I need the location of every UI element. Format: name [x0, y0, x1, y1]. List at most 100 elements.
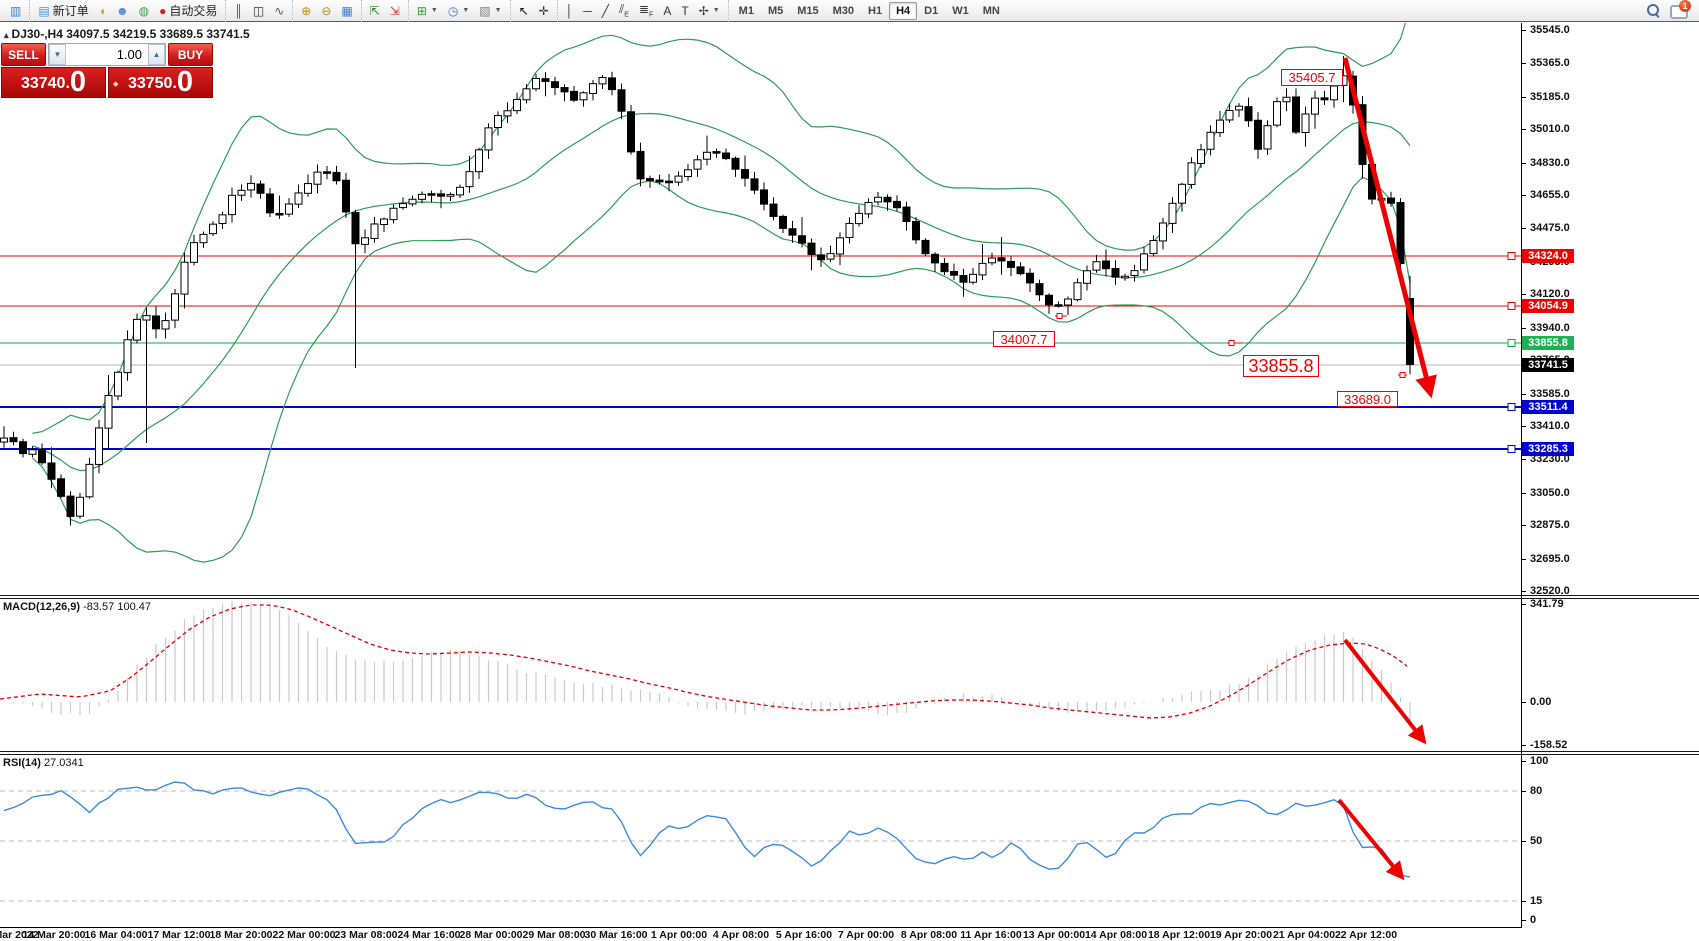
axis-tick [1521, 559, 1526, 560]
chat-icon[interactable]: 1 [1670, 0, 1691, 19]
axis-tick [1521, 745, 1526, 746]
new-order-button: ▤ [38, 3, 50, 18]
candlestick-chart-icon[interactable]: ◫ [248, 1, 269, 20]
megaphone-icon: ◖ [98, 3, 106, 18]
one-click-trade-panel: SELL ▼ ▲ BUY 33740.0 ◆ 33750.0 [1, 43, 213, 98]
time-tick-label: 14 Apr 08:00 [1084, 929, 1148, 941]
crosshair-icon[interactable]: ✛ [534, 1, 554, 20]
price-tick-label: 34655.0 [1530, 189, 1570, 201]
axis-tick [1521, 901, 1526, 902]
zoom-out-icon[interactable]: ⊖ [316, 1, 336, 20]
time-tick-label: 29 Mar 08:00 [522, 929, 586, 941]
axis-tick [1521, 920, 1526, 921]
caret-down-icon: ▼ [494, 7, 502, 14]
text-icon[interactable]: A [658, 1, 676, 20]
templates-icon[interactable]: ▧ ▼ [474, 1, 506, 20]
macd-label: MACD(12,26,9) -83.57 100.47 [3, 601, 152, 613]
volume-down-button[interactable]: ▼ [49, 44, 66, 65]
rsi-tick-label: 100 [1530, 755, 1549, 767]
rsi-tick-label: 50 [1530, 835, 1543, 847]
notification-badge: 1 [1679, 0, 1691, 12]
price-chart-pane[interactable] [0, 23, 1521, 595]
chart-shift-icon[interactable]: ⇲ [385, 1, 405, 20]
cursor-icon[interactable]: ↖ [514, 1, 534, 20]
price-annotation-33689.0[interactable]: 33689.0 [1337, 391, 1398, 407]
label-icon[interactable]: T [676, 1, 693, 20]
buy-button[interactable]: BUY [168, 43, 213, 66]
price-annotation-34007.7[interactable]: 34007.7 [993, 331, 1055, 347]
signals-icon[interactable]: ◍ [134, 1, 154, 20]
volume-stepper: ▼ ▲ [48, 43, 166, 66]
megaphone-icon[interactable]: ◖ [94, 1, 111, 20]
toolbar-group: ↖ ✛ [509, 0, 557, 22]
toolbar-group: ⊕ ⊖ ▦ [292, 0, 360, 22]
trendline-icon[interactable]: ╱ [597, 1, 614, 20]
channel-icon[interactable]: ⫽E [614, 1, 634, 20]
timeframe-m5[interactable]: M5 [767, 4, 784, 17]
ask-price[interactable]: ◆ 33750. 0 [108, 67, 213, 98]
line-chart-icon[interactable]: ∿ [269, 1, 289, 20]
price-annotation-35405.7[interactable]: 35405.7 [1281, 69, 1343, 86]
timeframe-h1[interactable]: H1 [868, 4, 883, 17]
horizontal-line-icon[interactable]: ─ [578, 1, 597, 20]
search-icon[interactable] [1647, 4, 1660, 17]
toolbar-group: ║ ◫ ∿ [225, 0, 292, 22]
collapse-triangle-icon[interactable]: ▴ [4, 30, 9, 40]
periods-icon: ◷ [447, 3, 459, 18]
macd-tick-label: 0.00 [1530, 696, 1552, 708]
macd-pane[interactable] [0, 599, 1521, 751]
indicators-icon[interactable]: ⊞ ▼ [412, 1, 443, 20]
time-axis-line [0, 927, 1522, 928]
pane-splitter-rsi[interactable] [0, 751, 1699, 752]
new-order-button[interactable]: ▤ 新订单 [33, 1, 93, 20]
text-icon: A [663, 3, 672, 18]
time-tick-label: 11 Apr 16:00 [960, 929, 1022, 941]
rsi-tick-label: 0 [1530, 914, 1537, 926]
toolbar-group: ⇱ ⇲ [360, 0, 408, 22]
volume-up-button[interactable]: ▲ [148, 44, 165, 65]
crosshair-icon: ✛ [538, 3, 549, 18]
zoom-in-icon[interactable]: ⊕ [296, 1, 316, 20]
timeframe-m1[interactable]: M1 [738, 4, 754, 17]
price-marker-33855.8: 33855.8 [1522, 336, 1574, 350]
volume-input[interactable] [66, 44, 148, 65]
price-tick-label: 33050.0 [1530, 487, 1570, 499]
price-tick-label: 34475.0 [1530, 222, 1570, 234]
fibonacci-icon[interactable]: ≣F [634, 1, 658, 20]
periods-icon[interactable]: ◷ ▼ [443, 1, 474, 20]
shapes-icon[interactable]: ✢ ▼ [694, 1, 725, 20]
horizontal-line-icon: ─ [583, 3, 592, 18]
rsi-tick-label: 80 [1530, 785, 1543, 797]
timeframe-h4[interactable]: H4 [889, 1, 918, 20]
timeframe-d1[interactable]: D1 [924, 4, 939, 17]
bar-chart-icon[interactable]: ║ [229, 1, 248, 20]
market-icon[interactable]: ☻ [111, 1, 134, 20]
caret-down-icon: ▼ [712, 7, 720, 14]
timeframe-m15[interactable]: M15 [797, 4, 819, 17]
time-tick-label: 28 Mar 00:00 [459, 929, 523, 941]
toolbar-right: 1 [1647, 0, 1697, 19]
vertical-line-icon[interactable]: │ [561, 1, 579, 20]
sell-button[interactable]: SELL [1, 43, 46, 66]
axis-tick [1521, 591, 1526, 592]
axis-tick [1521, 97, 1526, 98]
auto-arrange-icon[interactable]: ⇱ [365, 1, 385, 20]
time-tick-label: 18 Apr 12:00 [1147, 929, 1211, 941]
price-annotation-33855.8[interactable]: 33855.8 [1243, 355, 1319, 377]
price-marker-33511.4: 33511.4 [1522, 400, 1574, 414]
caret-down-icon: ▼ [430, 7, 438, 14]
autotrade-button[interactable]: ● 自动交易 [154, 1, 222, 20]
pane-splitter-macd[interactable] [0, 595, 1699, 596]
new-order-button-label: 新订单 [52, 4, 89, 18]
price-tick-label: 35365.0 [1530, 57, 1570, 69]
rsi-pane[interactable] [0, 755, 1521, 927]
tile-windows-icon[interactable]: ▦ [336, 1, 357, 20]
diamond-icon: ◆ [113, 81, 119, 88]
macd-tick-label: -158.52 [1530, 739, 1568, 751]
timeframe-m30[interactable]: M30 [832, 4, 855, 17]
timeframe-mn[interactable]: MN [982, 4, 1000, 17]
timeframe-w1[interactable]: W1 [952, 4, 969, 17]
bid-price[interactable]: 33740. 0 [1, 67, 106, 98]
toolbar-group: │ ─ ╱ ⫽E ≣F A T ✢ ▼ [556, 0, 728, 22]
profile-charts-icon[interactable]: ▥ [5, 1, 26, 20]
